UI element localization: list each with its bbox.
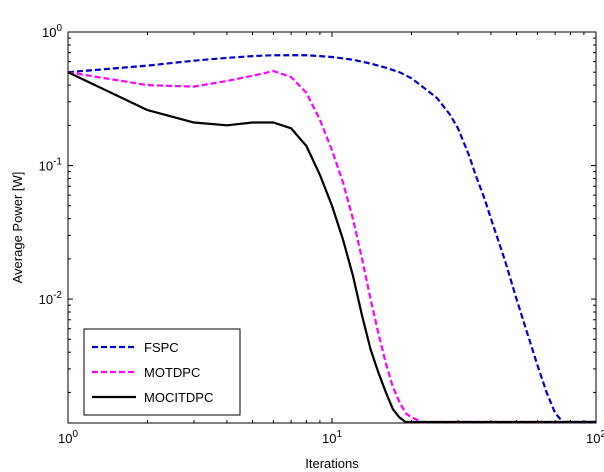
y-tick-label: 100 xyxy=(42,23,62,40)
legend-label-mocitdpc: MOCITDPC xyxy=(144,390,213,405)
legend-label-fspc: FSPC xyxy=(144,340,179,355)
series-line-motdpc xyxy=(67,69,596,424)
x-tick-label: 100 xyxy=(58,429,78,446)
ticks-layer: 100 101 102 10-2 10-1 100 xyxy=(39,23,604,446)
series-line-fspc xyxy=(67,54,596,424)
x-axis-title: Iterations xyxy=(305,456,359,471)
legend: FSPC MOTDPC MOCITDPC xyxy=(83,328,241,416)
y-axis-title: Average Power [W] xyxy=(10,172,25,284)
series-line-mocitdpc xyxy=(67,71,596,424)
x-tick-label: 102 xyxy=(586,429,604,446)
series-layer xyxy=(67,54,596,424)
y-tick-label: 10-2 xyxy=(39,290,63,307)
y-tick-label: 10-1 xyxy=(39,157,63,174)
x-tick-label: 101 xyxy=(322,429,342,446)
legend-label-motdpc: MOTDPC xyxy=(144,365,200,380)
